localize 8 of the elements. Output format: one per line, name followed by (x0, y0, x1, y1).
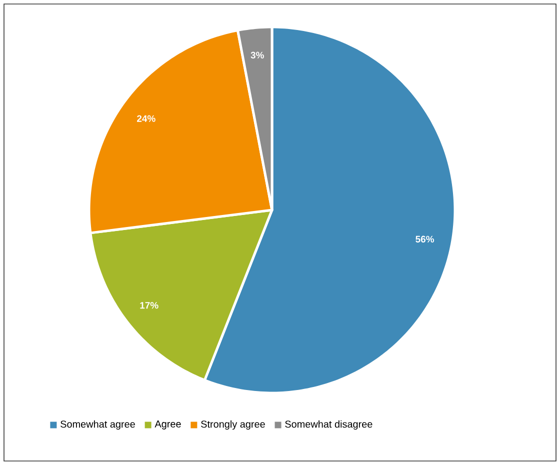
legend-label: Somewhat disagree (285, 420, 372, 430)
data-label: 24% (137, 115, 156, 122)
legend-label: Somewhat agree (60, 420, 135, 430)
data-label: 3% (250, 52, 264, 58)
legend-label: Strongly agree (201, 420, 265, 430)
data-label: 17% (140, 302, 158, 309)
legend-label: Agree (154, 420, 181, 430)
data-label: 56% (416, 236, 434, 242)
